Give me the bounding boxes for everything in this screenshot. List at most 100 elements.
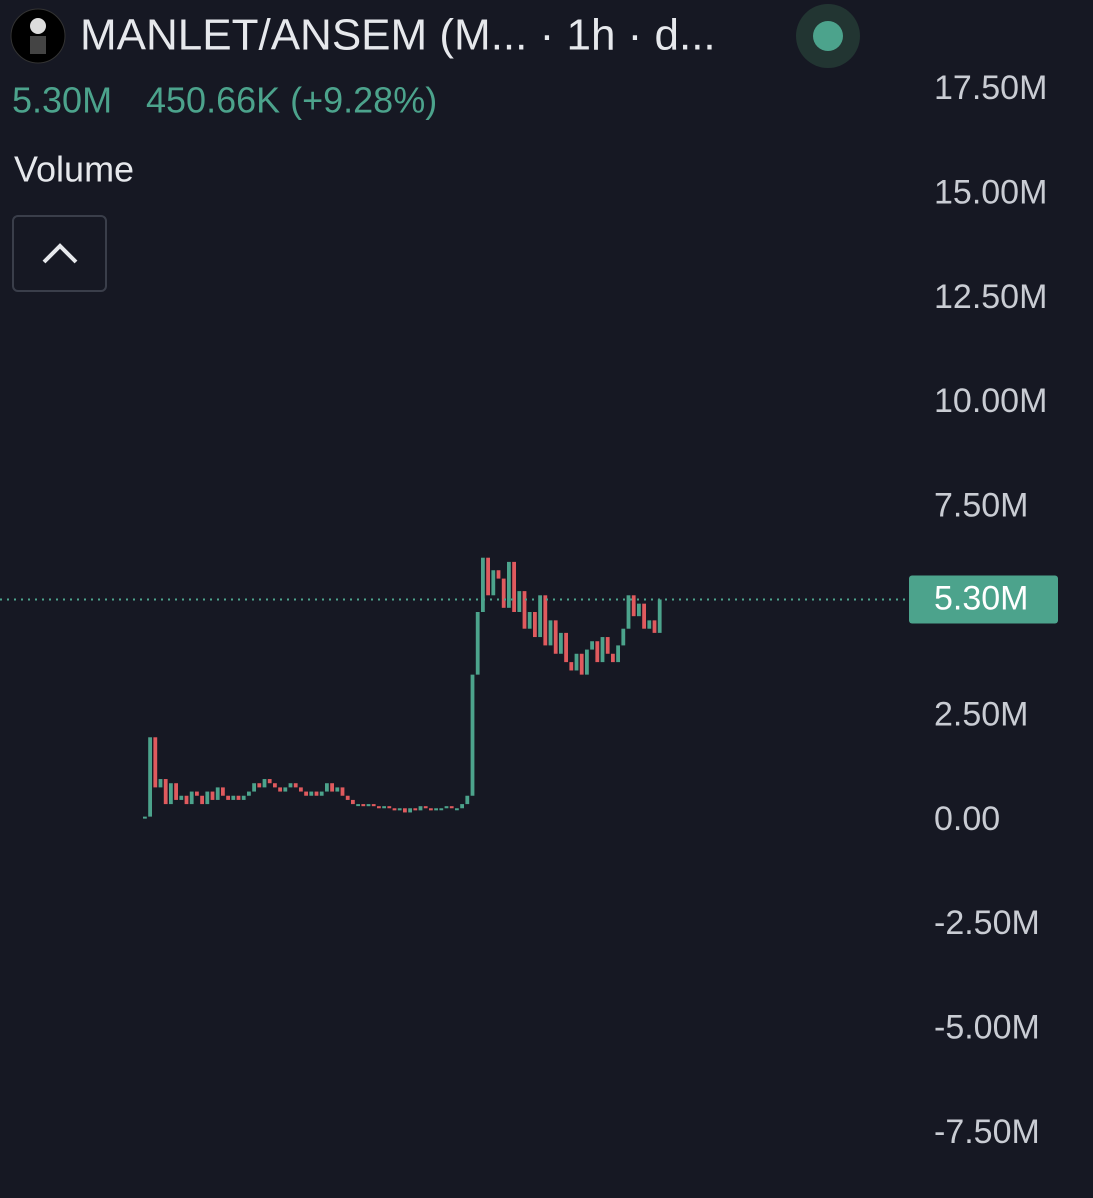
y-tick-label: 7.50M <box>934 487 1029 525</box>
candle <box>579 653 584 675</box>
y-tick-label: -7.50M <box>934 1113 1040 1151</box>
candle <box>470 674 475 796</box>
candle <box>647 620 652 629</box>
candle <box>247 791 251 796</box>
candle <box>553 620 558 654</box>
y-tick-label: 17.50M <box>934 69 1047 107</box>
candle <box>631 595 636 617</box>
candle <box>501 578 506 608</box>
candle <box>491 570 496 596</box>
candle <box>486 557 490 596</box>
y-tick-label: 15.00M <box>934 173 1047 211</box>
candle <box>507 561 511 608</box>
collapse-button[interactable] <box>12 215 107 292</box>
last-price-label: 5.30M <box>934 579 1029 617</box>
candle <box>231 795 236 800</box>
candle <box>325 783 329 792</box>
candle <box>278 787 282 792</box>
candle <box>356 804 360 807</box>
candle <box>434 808 438 811</box>
candle <box>382 806 386 809</box>
candle <box>335 787 340 792</box>
candle <box>481 557 485 612</box>
y-tick-label: -5.00M <box>934 1009 1040 1047</box>
candle <box>574 653 579 671</box>
candle <box>293 783 298 788</box>
y-tick-label: 2.50M <box>934 695 1029 733</box>
candle <box>444 806 449 809</box>
candle <box>366 804 371 807</box>
candle <box>283 787 288 792</box>
candle <box>371 804 376 807</box>
candle <box>267 779 272 784</box>
candle <box>585 649 589 675</box>
candle <box>413 808 418 811</box>
candle <box>527 612 532 629</box>
last-price-badge <box>909 575 1058 624</box>
candle <box>652 620 657 633</box>
candle <box>304 791 308 796</box>
candle <box>590 641 594 650</box>
indicator-label: Volume <box>14 149 134 190</box>
candle <box>252 783 256 792</box>
candle <box>600 637 605 663</box>
candle <box>241 795 246 800</box>
candle <box>538 595 542 638</box>
candle <box>163 779 168 805</box>
candle <box>184 795 189 805</box>
candle <box>345 795 350 800</box>
candle <box>512 561 516 612</box>
price: 5.30M <box>12 80 112 121</box>
candle <box>340 787 345 796</box>
candle <box>189 791 194 805</box>
candle <box>475 612 480 675</box>
candle <box>621 628 626 646</box>
candle <box>564 632 568 663</box>
candle <box>319 791 324 796</box>
candle <box>257 783 262 788</box>
candle <box>460 804 464 809</box>
candle <box>221 787 225 796</box>
candle <box>361 804 366 807</box>
status-dot <box>813 21 843 51</box>
candle <box>616 645 620 663</box>
candle <box>200 795 204 805</box>
candle <box>143 816 147 819</box>
candle <box>657 599 662 633</box>
candle <box>429 808 433 811</box>
candle <box>262 779 267 788</box>
candle <box>496 570 501 579</box>
candle <box>205 791 210 805</box>
y-tick-label: 12.50M <box>934 278 1047 316</box>
candle <box>517 591 522 612</box>
y-tick-label: -2.50M <box>934 904 1040 942</box>
candle <box>449 806 454 809</box>
candle <box>377 806 381 809</box>
candle <box>195 791 199 796</box>
candle <box>179 795 184 800</box>
candle <box>299 787 303 792</box>
candle <box>626 595 631 629</box>
candle <box>330 783 334 792</box>
y-tick-label: 0.00 <box>934 800 1000 838</box>
candle <box>548 620 553 646</box>
price-change: 450.66K (+9.28%) <box>146 80 437 121</box>
candle <box>148 737 152 817</box>
candle <box>569 662 574 671</box>
candle <box>158 779 163 788</box>
candle <box>595 641 600 663</box>
candle <box>543 595 548 646</box>
candle <box>637 603 641 617</box>
candle <box>611 653 615 663</box>
candle <box>533 612 537 638</box>
chart-title: MANLET/ANSEM (M... · 1h · d... <box>80 11 716 60</box>
candle <box>210 791 215 800</box>
candle <box>236 795 241 800</box>
candle <box>522 591 527 629</box>
candle <box>642 603 646 629</box>
candle <box>153 737 158 788</box>
candle <box>423 806 428 809</box>
candle <box>418 806 423 811</box>
